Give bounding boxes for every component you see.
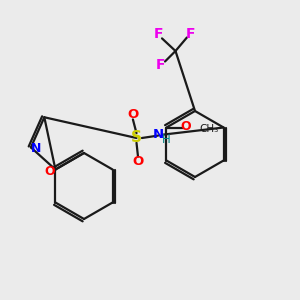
- Text: H: H: [162, 133, 171, 146]
- Text: S: S: [131, 130, 142, 146]
- Text: F: F: [153, 28, 163, 41]
- Text: O: O: [45, 165, 55, 178]
- Text: F: F: [155, 58, 165, 72]
- Text: O: O: [181, 120, 191, 133]
- Text: N: N: [153, 128, 164, 141]
- Text: O: O: [132, 155, 144, 168]
- Text: N: N: [31, 142, 41, 155]
- Text: CH₃: CH₃: [199, 124, 218, 134]
- Text: F: F: [186, 27, 196, 41]
- Text: O: O: [127, 108, 139, 121]
